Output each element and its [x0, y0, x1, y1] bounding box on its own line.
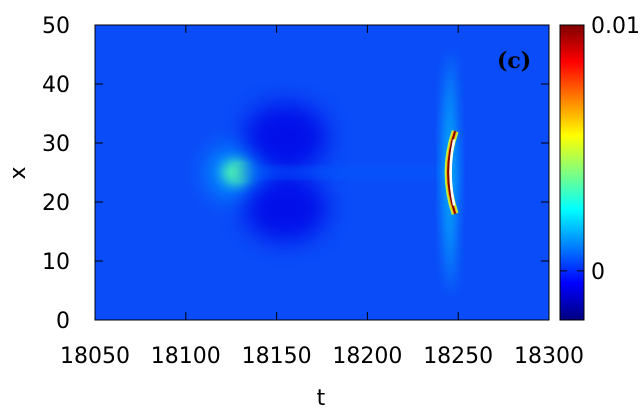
plot-frame [94, 24, 550, 321]
x-tick-label: 18200 [332, 344, 402, 369]
wake-band [236, 168, 450, 177]
y-tick-label: 10 [42, 250, 70, 275]
x-axis: 18050 18100 18150 18200 18250 18300 [60, 25, 584, 369]
colorbar-tick-label: 0.01 [591, 14, 640, 39]
y-tick-label: 50 [42, 14, 70, 39]
y-tick-label: 0 [56, 309, 70, 334]
colorbar-tick-label: 0 [591, 260, 605, 285]
x-tick-label: 18300 [514, 344, 584, 369]
x-tick-label: 18150 [242, 344, 312, 369]
panel-label: (c) [497, 48, 531, 74]
x-tick-label: 18050 [60, 344, 130, 369]
field-features [206, 48, 459, 297]
y-tick-label: 30 [42, 132, 70, 157]
colorbar: 0.01 0 [559, 14, 640, 321]
y-axis: 0 10 20 30 40 50 [42, 14, 549, 334]
y-axis-label: x [6, 166, 31, 179]
colorbar-ticks: 0.01 0 [560, 14, 640, 285]
y-tick-label: 20 [42, 191, 70, 216]
trough-region [243, 173, 328, 242]
shock-peak [449, 139, 456, 206]
y-tick-label: 40 [42, 73, 70, 98]
plot-area [95, 25, 549, 320]
x-tick-label: 18250 [423, 344, 493, 369]
trough-region [243, 103, 328, 172]
x-tick-label: 18100 [151, 344, 221, 369]
x-axis-label: t [317, 386, 326, 411]
shock-front [447, 130, 457, 215]
colorbar-gradient [559, 24, 585, 321]
